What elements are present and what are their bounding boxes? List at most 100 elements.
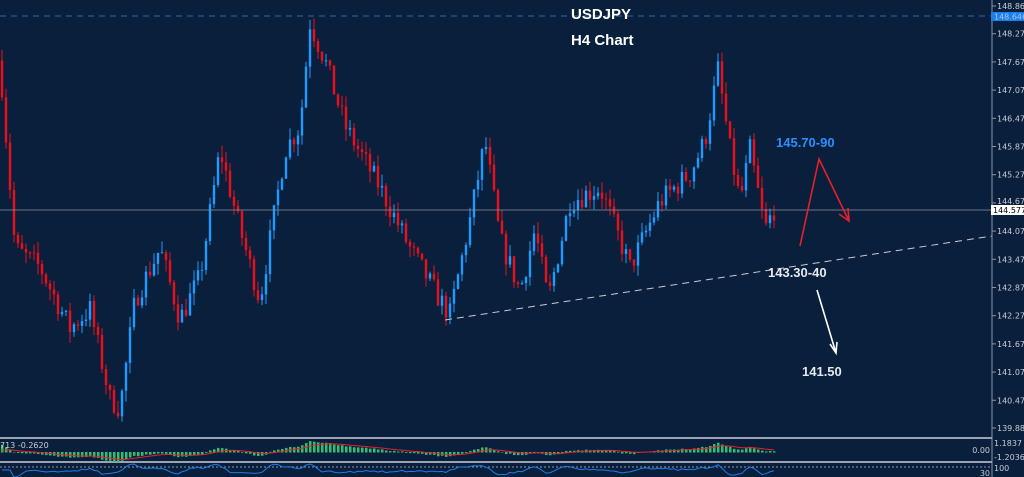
candle-body <box>604 198 608 200</box>
candle-body <box>660 201 664 206</box>
macd-histogram-bar <box>629 452 632 454</box>
candle-body <box>112 389 116 413</box>
candle-body <box>720 61 724 94</box>
macd-histogram-bar <box>161 452 164 454</box>
macd-histogram-bar <box>153 452 156 455</box>
macd-tick: 0.00 <box>972 446 990 455</box>
candle-body <box>268 230 272 275</box>
macd-histogram-bar <box>281 449 284 453</box>
candle-body <box>728 121 732 139</box>
ascending-trendline[interactable] <box>444 235 993 321</box>
candle-body <box>452 288 456 304</box>
candle-body <box>192 280 196 294</box>
candle-body <box>572 210 576 214</box>
candle-body <box>380 185 384 188</box>
candle-body <box>464 244 468 256</box>
macd-histogram-bar <box>93 452 96 458</box>
macd-histogram-bar <box>365 447 368 453</box>
candle-body <box>632 259 636 266</box>
candle-body <box>524 277 528 284</box>
macd-histogram-bar <box>693 448 696 453</box>
candle-body <box>448 303 452 318</box>
macd-histogram-bar <box>401 451 404 453</box>
macd-histogram-bar <box>393 450 396 453</box>
macd-histogram-bar <box>409 452 412 454</box>
candle-body <box>760 187 764 209</box>
macd-histogram-bar <box>157 452 160 454</box>
macd-histogram-bar <box>369 448 372 453</box>
candle-body <box>172 282 176 305</box>
candle-body <box>28 252 32 254</box>
macd-histogram-bar <box>313 441 316 453</box>
candle-body <box>276 189 280 206</box>
candle-body <box>444 295 448 318</box>
chart-title: USDJPY <box>571 6 631 23</box>
candle-body <box>224 162 228 171</box>
candle-body <box>672 186 676 190</box>
price-tick-label: 143.470 <box>997 255 1024 264</box>
candle-body <box>404 223 408 242</box>
macd-histogram-bar <box>461 452 464 454</box>
macd-histogram-bar <box>473 449 476 453</box>
candle-body <box>348 127 352 130</box>
price-tick-label: 141.070 <box>997 368 1024 377</box>
macd-histogram-bar <box>717 442 720 453</box>
candle-body <box>688 180 692 182</box>
macd-histogram-bar <box>677 449 680 453</box>
price-tick-label: 148.270 <box>997 30 1024 39</box>
candle-body <box>624 249 628 254</box>
candle-body <box>500 220 504 234</box>
candle-body <box>504 233 508 265</box>
rsi-tick: 100 <box>994 464 1009 473</box>
macd-histogram-bar <box>689 449 692 453</box>
macd-histogram-bar <box>169 452 172 456</box>
candle-body <box>544 256 548 283</box>
candle-body <box>52 289 56 295</box>
macd-values-label: 713 -0.2620 <box>0 441 49 450</box>
macd-histogram-bar <box>453 452 456 456</box>
macd-histogram-bar <box>373 448 376 453</box>
macd-histogram-bar <box>565 451 568 453</box>
candle-body <box>240 211 244 238</box>
candle-body <box>700 138 704 159</box>
macd-histogram-bar <box>137 452 140 457</box>
candle-body <box>576 200 580 211</box>
macd-histogram-bar <box>357 447 360 453</box>
macd-histogram-bar <box>69 452 72 458</box>
candle-body <box>748 139 752 164</box>
macd-histogram-bar <box>417 452 420 454</box>
candle-body <box>696 158 700 168</box>
candle-body <box>716 61 720 86</box>
rsi-tick: 30 <box>980 469 990 477</box>
price-axis[interactable]: 148.860 148.270 147.670 147.070 146.470 145.8… <box>992 2 1024 433</box>
candle-body <box>140 297 144 306</box>
macd-histogram-bar <box>305 443 308 453</box>
candle-body <box>20 243 24 249</box>
candle-body <box>60 311 64 315</box>
candle-body <box>636 242 640 266</box>
candle-body <box>232 196 236 206</box>
candle-body <box>408 241 412 247</box>
macd-histogram-bar <box>505 452 508 455</box>
candle-body <box>416 247 420 254</box>
candle-body <box>24 248 28 253</box>
candle-body <box>476 179 480 190</box>
macd-histogram-bar <box>389 451 392 453</box>
candle-body <box>496 190 500 221</box>
candle-body <box>264 274 268 295</box>
candle-body <box>396 212 400 226</box>
candle-body <box>136 297 140 306</box>
candle-body <box>88 301 92 320</box>
candle-body <box>336 94 340 106</box>
candle-body <box>364 152 368 154</box>
macd-histogram-bar <box>213 449 216 453</box>
macd-histogram-bar <box>497 451 500 453</box>
macd-histogram-bar <box>405 452 408 453</box>
macd-histogram-bar <box>297 446 300 453</box>
candle-body <box>412 246 416 248</box>
candle-body <box>376 165 380 188</box>
macd-histogram-bar <box>701 446 704 453</box>
macd-histogram-bar <box>73 452 76 458</box>
macd-histogram-bar <box>697 447 700 453</box>
